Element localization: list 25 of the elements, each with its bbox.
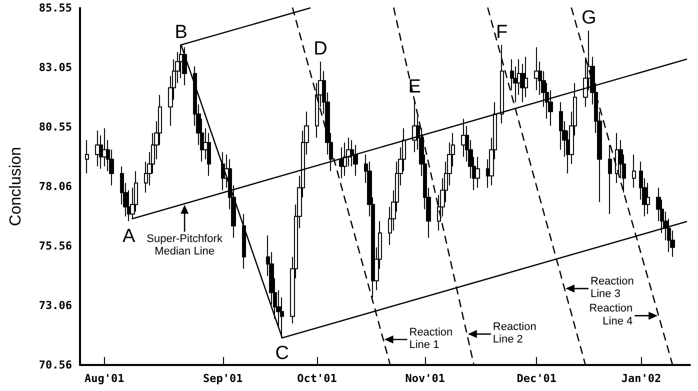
x-tick-label: Jan'02 bbox=[621, 372, 662, 385]
annotation: Super-Pitchfork Median Line bbox=[146, 232, 223, 258]
annotation: Reaction Line 2 bbox=[492, 321, 536, 346]
y-tick-label: 78.06 bbox=[38, 180, 72, 193]
y-tick-label: 73.06 bbox=[38, 298, 72, 312]
y-axis-title: Conclusion bbox=[8, 146, 24, 226]
annotation: F bbox=[496, 22, 508, 43]
x-tick-label: Oct'01 bbox=[297, 372, 338, 385]
x-tick-label: Nov'01 bbox=[405, 372, 446, 385]
x-tick-label: Aug'01 bbox=[84, 372, 125, 385]
y-tick-label: 70.56 bbox=[38, 358, 72, 372]
annotation: B bbox=[174, 22, 188, 43]
x-tick-label: Dec'01 bbox=[516, 372, 557, 385]
annotation: Reaction Line 1 bbox=[409, 326, 453, 352]
annotation: Reaction Line 4 bbox=[589, 302, 633, 328]
annotation: Reaction Line 3 bbox=[590, 276, 634, 300]
x-tick-label: Sep'01 bbox=[203, 372, 244, 385]
annotation: C bbox=[275, 342, 290, 364]
y-tick-label: 80.55 bbox=[38, 120, 72, 134]
y-tick-label: 85.55 bbox=[38, 2, 72, 14]
annotation: G bbox=[582, 8, 596, 29]
y-tick-label: 75.56 bbox=[38, 239, 72, 252]
annotation: D bbox=[314, 38, 328, 60]
y-tick-label: 83.05 bbox=[38, 61, 72, 74]
annotation: A bbox=[122, 226, 136, 248]
